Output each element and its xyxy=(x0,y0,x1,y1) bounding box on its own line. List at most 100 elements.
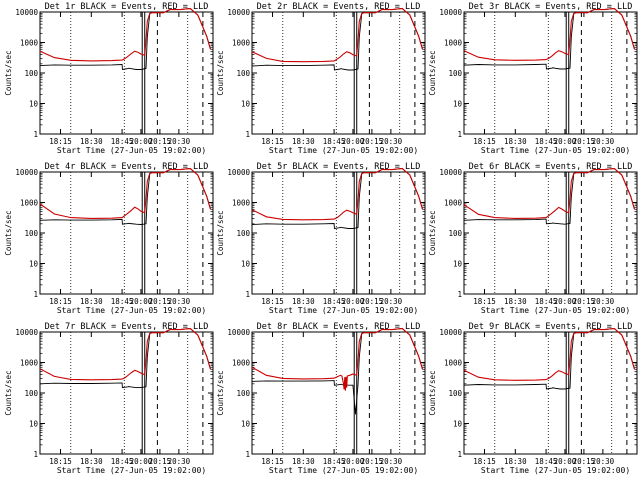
x-tick-label: 20:00 xyxy=(342,457,365,466)
plot-frame xyxy=(251,171,426,295)
y-tick-label: 100 xyxy=(448,389,462,398)
panel-title: Det 7r BLACK = Events, RED = LLD xyxy=(45,322,209,332)
detector-panel: Det 8r BLACK = Events, RED = LLD 1 10 100 10… xyxy=(216,322,426,475)
x-tick-label: 18:45 xyxy=(535,457,558,466)
events-series-line xyxy=(39,8,211,71)
x-tick-label: 20:15 xyxy=(361,297,384,306)
plot-frame xyxy=(463,11,638,135)
y-axis-label: Counts/sec xyxy=(4,50,13,95)
y-tick-label: 1000 xyxy=(20,359,39,368)
x-axis-label: Start Time (27-Jun-05 19:02:00) xyxy=(481,466,630,475)
y-tick-label: 100 xyxy=(24,389,38,398)
plot-frame xyxy=(39,11,214,135)
x-tick-label: 18:30 xyxy=(80,457,103,466)
y-tick-label: 1 xyxy=(245,450,250,459)
lld-series-line xyxy=(463,167,636,219)
y-tick-label: 100 xyxy=(24,69,38,78)
y-tick-label: 1 xyxy=(33,450,38,459)
x-tick-label: 20:15 xyxy=(361,137,384,146)
x-tick-label: 20:30 xyxy=(592,457,615,466)
plot-frame xyxy=(39,331,214,455)
x-tick-label: 18:15 xyxy=(49,457,72,466)
x-tick-label: 18:30 xyxy=(504,137,527,146)
x-tick-label: 20:00 xyxy=(342,297,365,306)
y-axis-label: Counts/sec xyxy=(428,50,437,95)
x-tick-label: 20:15 xyxy=(149,137,172,146)
y-tick-label: 10000 xyxy=(227,168,250,177)
x-tick-label: 18:15 xyxy=(473,457,496,466)
y-tick-label: 10000 xyxy=(15,328,38,337)
x-tick-label: 20:30 xyxy=(168,457,191,466)
plot-frame xyxy=(463,171,638,295)
y-tick-label: 1000 xyxy=(232,359,251,368)
x-tick-label: 18:30 xyxy=(80,297,103,306)
y-tick-label: 1 xyxy=(457,290,462,299)
y-tick-label: 10 xyxy=(453,260,463,269)
y-tick-label: 10 xyxy=(241,260,251,269)
x-tick-label: 20:00 xyxy=(554,457,577,466)
x-tick-label: 20:00 xyxy=(130,457,153,466)
x-axis-label: Start Time (27-Jun-05 19:02:00) xyxy=(269,466,418,475)
y-tick-label: 100 xyxy=(236,69,250,78)
x-tick-label: 20:00 xyxy=(554,297,577,306)
lld-series-line xyxy=(251,7,424,63)
panel-title: Det 8r BLACK = Events, RED = LLD xyxy=(257,322,421,332)
x-tick-label: 20:00 xyxy=(130,297,153,306)
x-tick-label: 20:15 xyxy=(361,457,384,466)
x-tick-label: 18:30 xyxy=(292,457,315,466)
x-axis-label: Start Time (27-Jun-05 19:02:00) xyxy=(57,466,206,475)
x-tick-label: 20:00 xyxy=(130,137,153,146)
y-tick-label: 1 xyxy=(457,130,462,139)
plot-frame xyxy=(251,11,426,135)
lld-series-line xyxy=(39,7,212,62)
lld-series-line xyxy=(251,167,424,221)
y-tick-label: 10 xyxy=(241,100,251,109)
x-tick-label: 18:45 xyxy=(535,137,558,146)
panel-title: Det 1r BLACK = Events, RED = LLD xyxy=(45,2,209,12)
y-tick-label: 1000 xyxy=(232,199,251,208)
y-tick-label: 1 xyxy=(245,290,250,299)
x-tick-label: 18:15 xyxy=(261,297,284,306)
x-tick-label: 18:30 xyxy=(80,137,103,146)
x-tick-label: 18:30 xyxy=(504,457,527,466)
x-tick-label: 18:15 xyxy=(261,137,284,146)
y-tick-label: 1000 xyxy=(232,39,251,48)
x-tick-label: 18:45 xyxy=(111,457,134,466)
x-tick-label: 20:00 xyxy=(342,137,365,146)
lld-series-line xyxy=(463,7,636,61)
x-tick-label: 18:15 xyxy=(261,457,284,466)
x-tick-label: 20:30 xyxy=(380,457,403,466)
x-tick-label: 18:45 xyxy=(323,137,346,146)
y-tick-label: 10 xyxy=(29,260,39,269)
x-tick-label: 20:30 xyxy=(380,297,403,306)
x-tick-label: 20:30 xyxy=(592,137,615,146)
panel-title: Det 5r BLACK = Events, RED = LLD xyxy=(257,162,421,172)
x-tick-label: 18:45 xyxy=(535,297,558,306)
x-axis-label: Start Time (27-Jun-05 19:02:00) xyxy=(57,146,206,155)
y-tick-label: 1000 xyxy=(444,39,463,48)
x-tick-label: 20:30 xyxy=(380,137,403,146)
detector-panel: Det 1r BLACK = Events, RED = LLD 1 10 100 10… xyxy=(4,2,214,155)
lld-series-line xyxy=(39,327,212,381)
events-series-line xyxy=(251,168,423,230)
y-tick-label: 100 xyxy=(448,229,462,238)
x-tick-label: 20:30 xyxy=(168,137,191,146)
y-axis-label: Counts/sec xyxy=(216,210,225,255)
y-tick-label: 1000 xyxy=(20,39,39,48)
panel-title: Det 9r BLACK = Events, RED = LLD xyxy=(469,322,633,332)
x-tick-label: 20:30 xyxy=(592,297,615,306)
lld-series-line xyxy=(463,327,636,381)
x-axis-label: Start Time (27-Jun-05 19:02:00) xyxy=(269,146,418,155)
y-tick-label: 1000 xyxy=(20,199,39,208)
x-tick-label: 20:15 xyxy=(573,297,596,306)
y-tick-label: 10000 xyxy=(439,8,462,17)
y-tick-label: 100 xyxy=(24,229,38,238)
y-tick-label: 100 xyxy=(236,229,250,238)
x-tick-label: 18:15 xyxy=(473,137,496,146)
y-tick-label: 10 xyxy=(453,100,463,109)
y-tick-label: 100 xyxy=(236,389,250,398)
plot-frame xyxy=(251,331,426,455)
x-tick-label: 18:45 xyxy=(111,137,134,146)
lld-series-line xyxy=(251,327,424,391)
y-tick-label: 10000 xyxy=(439,168,462,177)
